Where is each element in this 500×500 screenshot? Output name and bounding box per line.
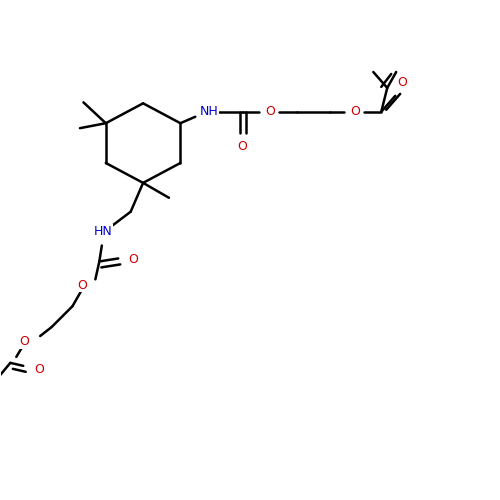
Text: O: O: [34, 363, 44, 376]
Text: O: O: [398, 76, 407, 90]
Text: HN: HN: [94, 225, 112, 238]
Text: O: O: [128, 254, 138, 266]
Text: O: O: [265, 106, 275, 118]
Text: O: O: [78, 279, 88, 292]
Text: O: O: [20, 336, 29, 348]
Text: O: O: [238, 140, 248, 153]
Text: NH: NH: [200, 106, 218, 118]
Text: O: O: [350, 106, 360, 118]
